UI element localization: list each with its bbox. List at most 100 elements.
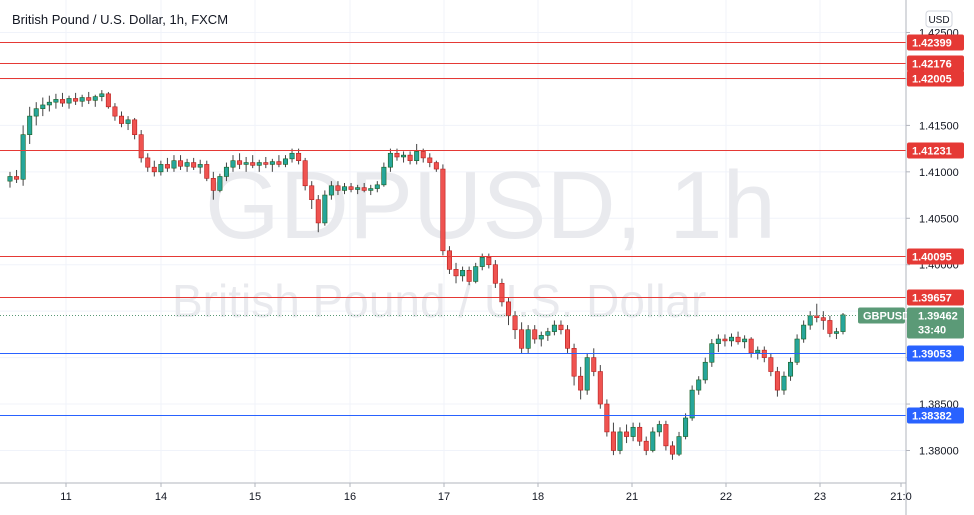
x-tick-label: 22 xyxy=(720,491,732,503)
candle xyxy=(151,160,157,177)
candle-body xyxy=(545,331,551,336)
candle-body xyxy=(20,134,26,180)
candle xyxy=(407,151,413,165)
watermark-name: British Pound / U.S. Dollar xyxy=(172,275,706,327)
candle-body xyxy=(696,379,702,391)
candle-body xyxy=(473,266,479,282)
candle-body xyxy=(663,424,669,447)
candle-body xyxy=(217,176,223,191)
candle xyxy=(92,94,98,107)
candle-body xyxy=(328,185,334,196)
candle xyxy=(230,155,236,172)
candle-body xyxy=(276,161,282,165)
watermark-symbol: GDPUSD, 1h xyxy=(205,152,776,259)
candle xyxy=(460,266,466,282)
candle-body xyxy=(414,151,420,161)
candle-body xyxy=(184,162,190,167)
candle xyxy=(164,157,170,172)
candle-body xyxy=(59,99,65,104)
candle xyxy=(643,436,649,456)
candle-body xyxy=(73,98,79,102)
candle-body xyxy=(728,336,734,342)
chart-title: British Pound / U.S. Dollar, 1h, FXCM xyxy=(12,12,228,27)
candle-body xyxy=(735,336,741,343)
level-label-bg xyxy=(907,70,964,87)
candle xyxy=(59,92,65,107)
candle-body xyxy=(394,152,400,158)
candle xyxy=(86,91,92,105)
candle-body xyxy=(650,431,656,451)
candle-body xyxy=(597,371,603,405)
candle-body xyxy=(387,152,393,168)
candle xyxy=(256,159,262,172)
candle xyxy=(748,337,754,358)
currency-button-label[interactable]: USD xyxy=(928,15,949,26)
candle-body xyxy=(33,108,39,117)
candle xyxy=(355,184,361,195)
candle-body xyxy=(282,158,288,165)
last-price-bg xyxy=(907,307,964,339)
level-label-text: 1.38382 xyxy=(912,411,952,423)
candle-body xyxy=(610,431,616,451)
level-label-bg xyxy=(907,345,964,362)
candle xyxy=(315,195,321,233)
candle xyxy=(788,357,794,381)
candle-body xyxy=(92,96,98,101)
candle-body xyxy=(7,176,13,182)
candle xyxy=(709,339,715,367)
candle xyxy=(322,190,328,226)
candle xyxy=(40,97,46,117)
candle-body xyxy=(158,164,164,173)
candle xyxy=(545,327,551,341)
candle xyxy=(46,95,52,112)
candle xyxy=(191,157,197,170)
candle xyxy=(663,420,669,451)
candle-body xyxy=(460,269,466,277)
candle xyxy=(427,153,433,168)
time-axis[interactable]: 11 14 15 16 17 18 21 22 23 21:0 xyxy=(60,483,912,503)
candle xyxy=(683,413,689,440)
candle-body xyxy=(453,269,459,277)
candle xyxy=(79,94,85,107)
candle xyxy=(197,159,203,174)
candle-body xyxy=(689,389,695,419)
candles xyxy=(7,90,846,460)
candle xyxy=(433,160,439,172)
candle xyxy=(328,181,334,200)
candle-body xyxy=(178,160,184,167)
candle-body xyxy=(715,338,721,344)
level-label: 1.39657 xyxy=(907,289,964,306)
candle-body xyxy=(427,157,433,163)
candle xyxy=(650,427,656,453)
candle xyxy=(178,155,184,170)
candle xyxy=(14,169,20,183)
candle xyxy=(676,431,682,457)
y-tick-label: 1.38000 xyxy=(919,445,959,457)
level-label-text: 1.39657 xyxy=(912,293,952,305)
candle xyxy=(223,162,229,182)
candle-body xyxy=(558,324,564,331)
currency-button-frame[interactable] xyxy=(925,10,953,28)
candle-body xyxy=(237,160,243,165)
candle-body xyxy=(105,93,111,108)
candle-body xyxy=(807,315,813,326)
y-tick-label: 1.41500 xyxy=(919,120,959,132)
candle-body xyxy=(794,338,800,363)
candle xyxy=(610,422,616,456)
candle-body xyxy=(230,160,236,168)
x-tick-label: 21:0 xyxy=(890,491,911,503)
currency-button[interactable]: USD xyxy=(925,10,953,28)
candle xyxy=(99,90,105,102)
candle-body xyxy=(374,184,380,189)
candle xyxy=(827,315,833,338)
candle xyxy=(453,262,459,284)
candle-body xyxy=(617,431,623,451)
candle-body xyxy=(355,187,361,190)
candle-body xyxy=(643,440,649,451)
candle xyxy=(368,184,374,196)
candle xyxy=(801,320,807,343)
candle xyxy=(519,322,525,353)
candle-body xyxy=(788,361,794,377)
candle-body xyxy=(486,256,492,266)
